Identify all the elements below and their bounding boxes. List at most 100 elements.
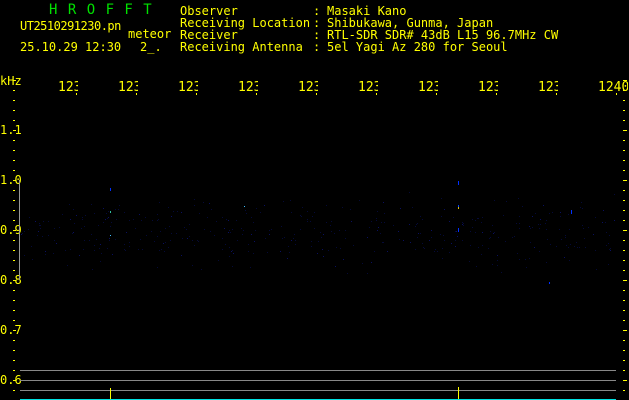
signal-dot bbox=[176, 233, 177, 234]
signal-dot bbox=[482, 245, 483, 246]
signal-dot bbox=[529, 258, 530, 259]
signal-dot bbox=[165, 242, 166, 243]
signal-dot bbox=[165, 228, 166, 229]
y-tick-mark bbox=[13, 250, 15, 251]
signal-dot bbox=[614, 194, 615, 195]
signal-dot bbox=[420, 216, 421, 217]
signal-dot bbox=[228, 220, 229, 221]
grid-line bbox=[20, 380, 616, 381]
colon: : bbox=[313, 28, 321, 42]
y-tick-mark bbox=[623, 80, 627, 81]
meteor-marker bbox=[458, 387, 459, 400]
y-tick-mark bbox=[13, 350, 15, 351]
signal-dot bbox=[320, 232, 321, 233]
signal-dot bbox=[501, 272, 502, 273]
signal-dot bbox=[74, 223, 75, 224]
signal-dot bbox=[560, 212, 561, 213]
signal-dot bbox=[566, 245, 567, 246]
signal-dot bbox=[494, 232, 495, 233]
signal-dot bbox=[115, 239, 116, 240]
signal-dot bbox=[443, 235, 444, 236]
signal-dot bbox=[94, 245, 95, 246]
signal-dot bbox=[532, 227, 533, 228]
y-tick-mark bbox=[623, 290, 625, 291]
signal-dot bbox=[534, 247, 535, 248]
signal-dot bbox=[192, 240, 193, 241]
signal-dot bbox=[441, 198, 442, 199]
y-tick-mark bbox=[13, 280, 16, 281]
signal-dot bbox=[331, 231, 332, 232]
signal-dot bbox=[583, 228, 584, 229]
signal-dot bbox=[92, 269, 93, 270]
signal-dot bbox=[91, 204, 92, 205]
signal-dot bbox=[498, 237, 499, 238]
y-tick-mark bbox=[13, 370, 15, 371]
signal-dot bbox=[146, 235, 147, 236]
signal-dot bbox=[70, 249, 71, 250]
signal-dot bbox=[157, 220, 158, 221]
signal-dot bbox=[588, 227, 589, 228]
signal-dot bbox=[124, 249, 125, 250]
y-tick-mark bbox=[623, 380, 627, 381]
signal-dot bbox=[482, 217, 483, 218]
signal-dot bbox=[565, 235, 566, 236]
signal-dot bbox=[517, 253, 518, 254]
signal-dot bbox=[606, 232, 607, 233]
signal-dot bbox=[269, 234, 270, 235]
signal-dot bbox=[177, 211, 178, 212]
range-marker bbox=[19, 180, 20, 280]
signal-dot bbox=[264, 205, 265, 206]
signal-dot bbox=[224, 228, 225, 229]
signal-dot bbox=[371, 221, 372, 222]
signal-dot bbox=[76, 215, 77, 216]
signal-dot bbox=[194, 199, 195, 200]
signal-dot bbox=[31, 246, 32, 247]
signal-dot bbox=[168, 207, 169, 208]
signal-dot bbox=[530, 228, 531, 229]
signal-dot bbox=[530, 242, 531, 243]
signal-dot bbox=[420, 233, 421, 234]
x-tick-label: 1239 bbox=[538, 80, 558, 95]
signal-dot bbox=[444, 209, 445, 210]
y-tick-mark bbox=[623, 300, 625, 301]
signal-dot bbox=[291, 240, 292, 241]
signal-dot bbox=[345, 230, 346, 231]
signal-dot bbox=[160, 231, 161, 232]
y-tick-mark bbox=[623, 160, 625, 161]
y-tick-mark bbox=[623, 150, 625, 151]
signal-dot bbox=[606, 245, 607, 246]
signal-dot bbox=[103, 222, 104, 223]
x-tick-label: 1238 bbox=[478, 80, 498, 95]
y-tick-mark bbox=[623, 370, 625, 371]
signal-dot bbox=[449, 221, 450, 222]
signal-dot bbox=[417, 223, 418, 224]
signal-dot bbox=[490, 237, 491, 238]
y-tick-mark bbox=[623, 140, 625, 141]
y-tick-mark bbox=[13, 110, 15, 111]
signal-dot bbox=[608, 264, 609, 265]
signal-dot bbox=[99, 248, 100, 249]
signal-dot bbox=[451, 243, 452, 244]
signal-dot bbox=[233, 253, 234, 254]
signal-dot bbox=[38, 231, 39, 232]
x-tick-mark bbox=[196, 93, 197, 95]
y-tick-mark bbox=[623, 360, 625, 361]
y-tick-mark bbox=[623, 330, 627, 331]
y-tick-mark bbox=[623, 90, 625, 91]
signal-dot bbox=[164, 251, 165, 252]
signal-dot bbox=[181, 212, 182, 213]
signal-dot bbox=[519, 223, 520, 224]
x-tick-mark bbox=[76, 93, 77, 95]
signal-dot bbox=[546, 229, 547, 230]
y-tick-mark bbox=[13, 360, 15, 361]
signal-dot bbox=[83, 249, 84, 250]
signal-dot bbox=[54, 228, 55, 229]
signal-dot bbox=[251, 234, 252, 235]
signal-dot bbox=[577, 247, 578, 248]
signal-dot bbox=[545, 223, 546, 224]
signal-dot bbox=[463, 225, 464, 226]
signal-dot bbox=[519, 216, 520, 217]
signal-dot bbox=[456, 231, 457, 232]
signal-dot bbox=[318, 241, 319, 242]
signal-dot bbox=[209, 203, 210, 204]
